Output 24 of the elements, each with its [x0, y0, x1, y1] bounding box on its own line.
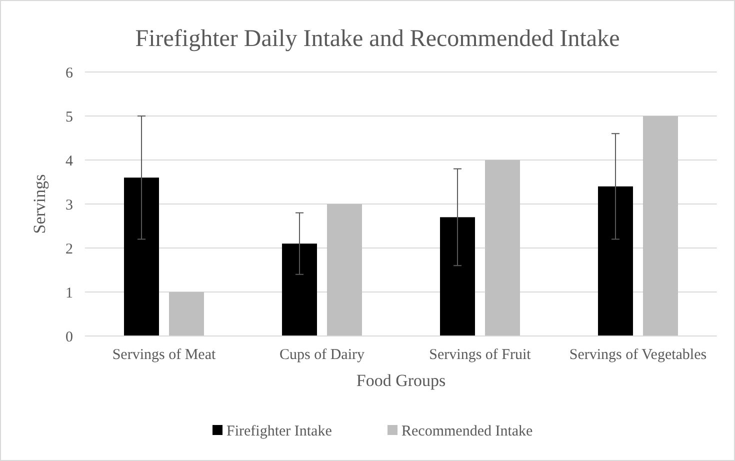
bar: [440, 217, 475, 336]
y-axis-title: Servings: [30, 174, 49, 234]
y-tick-label: 4: [66, 153, 74, 170]
legend-label: Firefighter Intake: [226, 423, 332, 440]
x-tick-label: Servings of Fruit: [429, 347, 532, 363]
bar: [643, 116, 678, 336]
x-tick-label: Servings of Vegetables: [569, 347, 707, 363]
bar: [485, 160, 520, 336]
bar: [169, 292, 204, 336]
x-tick-label: Servings of Meat: [112, 347, 216, 363]
chart-title: Firefighter Daily Intake and Recommended Intake: [135, 26, 620, 52]
y-tick-label: 0: [66, 329, 73, 346]
bar: [327, 204, 362, 336]
legend-label: Recommended Intake: [402, 423, 534, 440]
y-tick-label: 5: [66, 109, 73, 126]
bar: [124, 178, 159, 336]
y-tick-label: 2: [66, 241, 73, 258]
bar: [282, 244, 317, 336]
y-tick-label: 6: [66, 65, 74, 82]
x-tick-label: Cups of Dairy: [280, 347, 365, 363]
y-tick-label: 1: [66, 285, 73, 302]
y-tick-label: 3: [66, 197, 73, 214]
x-axis-title: Food Groups: [356, 371, 446, 390]
bar: [598, 186, 633, 336]
